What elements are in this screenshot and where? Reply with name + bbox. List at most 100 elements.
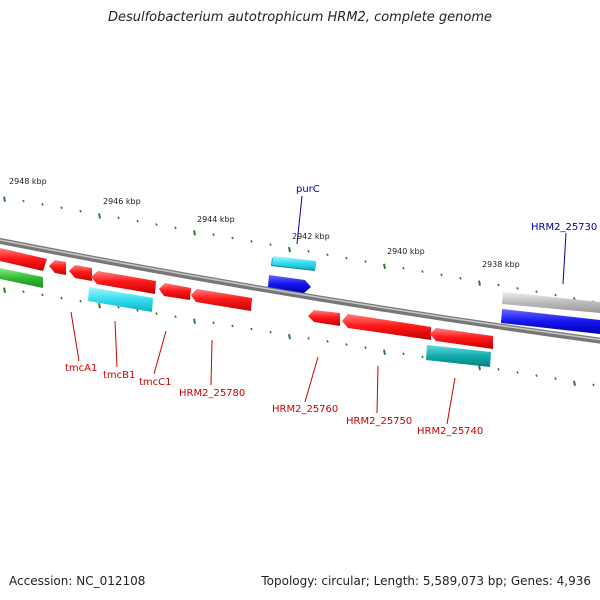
label-tmcB1: tmcB1 xyxy=(103,370,135,381)
accession-text: Accession: NC_012108 xyxy=(9,574,146,588)
label-tmcA1: tmcA1 xyxy=(65,363,97,374)
leader-HRM2_25760 xyxy=(304,356,319,403)
gene-HRM2_25730-lower[interactable] xyxy=(501,309,600,334)
leader-HRM2_25730 xyxy=(562,232,567,285)
leader-purC xyxy=(296,195,303,245)
inner-ring-tick xyxy=(288,334,291,340)
outer-ring-tick xyxy=(117,216,120,220)
outer-ring-tick xyxy=(212,233,215,236)
outer-tick-ring xyxy=(3,196,595,304)
outer-ring-tick xyxy=(22,199,25,203)
gene-purC-neighbor[interactable] xyxy=(268,275,311,293)
inner-ring-tick xyxy=(155,312,158,315)
inner-ring-tick xyxy=(383,349,386,355)
inner-ring-tick xyxy=(269,330,272,334)
inner-ring-tick xyxy=(117,305,120,309)
gene-tmcA1-b[interactable] xyxy=(69,265,92,281)
gene-HRM2_25780[interactable] xyxy=(191,289,252,311)
leader-tmcB1 xyxy=(114,320,118,368)
gene-purC[interactable] xyxy=(271,256,316,271)
inner-ring-tick xyxy=(174,315,177,318)
kbp-label-2948: 2948 kbp xyxy=(9,177,47,186)
inner-ring-tick xyxy=(497,367,500,371)
inner-ring-tick xyxy=(402,352,405,356)
label-HRM2_25760: HRM2_25760 xyxy=(272,404,338,415)
kbp-label-2940: 2940 kbp xyxy=(387,247,425,256)
outer-ring-tick xyxy=(250,239,253,243)
label-tmcC1: tmcC1 xyxy=(139,377,172,388)
inner-ring-tick xyxy=(60,296,63,300)
inner-ring-tick xyxy=(231,324,234,328)
outer-ring-tick xyxy=(41,203,44,206)
outer-ring-tick xyxy=(288,246,291,253)
inner-ring-tick xyxy=(79,299,82,303)
leader-HRM2_25750 xyxy=(376,365,379,414)
inner-ring-tick xyxy=(136,309,139,312)
outer-ring-tick xyxy=(459,276,462,280)
outer-ring-tick xyxy=(98,213,101,219)
outer-ring-tick xyxy=(478,280,481,286)
outer-ring-tick xyxy=(497,283,500,287)
inner-ring-tick xyxy=(307,336,310,340)
gene-tmcA1[interactable] xyxy=(49,260,66,275)
inner-ring-tick xyxy=(3,287,6,293)
leader-HRM2_25780 xyxy=(210,339,213,386)
outer-ring-tick xyxy=(60,206,63,210)
kbp-label-2938: 2938 kbp xyxy=(482,260,520,269)
outer-ring-tick xyxy=(345,256,348,260)
gene-HRM2_25760[interactable] xyxy=(308,310,340,326)
gene-tmcB1-cyan[interactable] xyxy=(88,287,153,312)
outer-ring-tick xyxy=(535,290,538,294)
outer-ring-tick xyxy=(383,263,386,270)
genome-backbone-highlight xyxy=(0,239,600,341)
inner-ring-tick xyxy=(212,321,215,325)
inner-ring-tick xyxy=(478,365,481,371)
inner-tick-ring xyxy=(3,287,595,387)
gene-left-green[interactable] xyxy=(0,268,43,288)
inner-ring-tick xyxy=(554,377,557,381)
gene-HRM2_25730[interactable] xyxy=(502,292,600,313)
inner-ring-tick xyxy=(345,343,348,346)
outer-ring-tick xyxy=(193,230,196,236)
genome-summary-text: Topology: circular; Length: 5,589,073 bp… xyxy=(261,574,591,588)
kbp-label-2946: 2946 kbp xyxy=(103,197,141,206)
outer-ring-tick xyxy=(554,293,557,297)
inner-ring-tick xyxy=(326,340,329,343)
outer-ring-tick xyxy=(174,226,177,230)
outer-ring-tick xyxy=(231,236,234,240)
inner-ring-tick xyxy=(535,374,538,377)
kbp-label-2942: 2942 kbp xyxy=(292,232,330,241)
outer-ring-tick xyxy=(307,250,310,253)
outer-ring-tick xyxy=(440,273,443,277)
gene-tmcB1[interactable] xyxy=(91,271,156,294)
gene-HRM2_25750[interactable] xyxy=(342,314,431,340)
gene-left-red-1[interactable] xyxy=(0,248,47,271)
outer-ring-tick xyxy=(79,209,82,213)
gene-tmcC1[interactable] xyxy=(159,283,191,300)
outer-ring-tick xyxy=(326,253,329,257)
inner-ring-tick xyxy=(98,302,101,309)
outer-ring-tick xyxy=(516,286,519,290)
genome-backbone xyxy=(0,237,600,344)
label-HRM2_25780: HRM2_25780 xyxy=(179,388,245,399)
outer-ring-tick xyxy=(421,270,424,273)
label-HRM2_25740: HRM2_25740 xyxy=(417,426,483,437)
outer-ring-tick xyxy=(3,196,6,202)
inner-ring-tick xyxy=(421,355,424,359)
outer-ring-tick xyxy=(136,219,139,223)
leader-tmcA1 xyxy=(70,311,80,362)
gene-HRM2_25740-teal[interactable] xyxy=(426,345,491,367)
label-purC: purC xyxy=(296,184,320,195)
inner-ring-tick xyxy=(22,290,25,294)
outer-ring-tick xyxy=(155,223,158,226)
inner-ring-tick xyxy=(364,346,367,349)
outer-ring-tick xyxy=(402,266,405,270)
gene-HRM2_25740[interactable] xyxy=(430,328,493,349)
leader-HRM2_25740 xyxy=(446,377,456,425)
outer-ring-tick xyxy=(364,260,367,263)
inner-ring-tick xyxy=(41,293,44,297)
label-HRM2_25750: HRM2_25750 xyxy=(346,416,412,427)
leader-tmcC1 xyxy=(153,330,167,375)
map-title: Desulfobacterium autotrophicum HRM2, com… xyxy=(107,10,493,25)
inner-ring-tick xyxy=(250,327,253,331)
